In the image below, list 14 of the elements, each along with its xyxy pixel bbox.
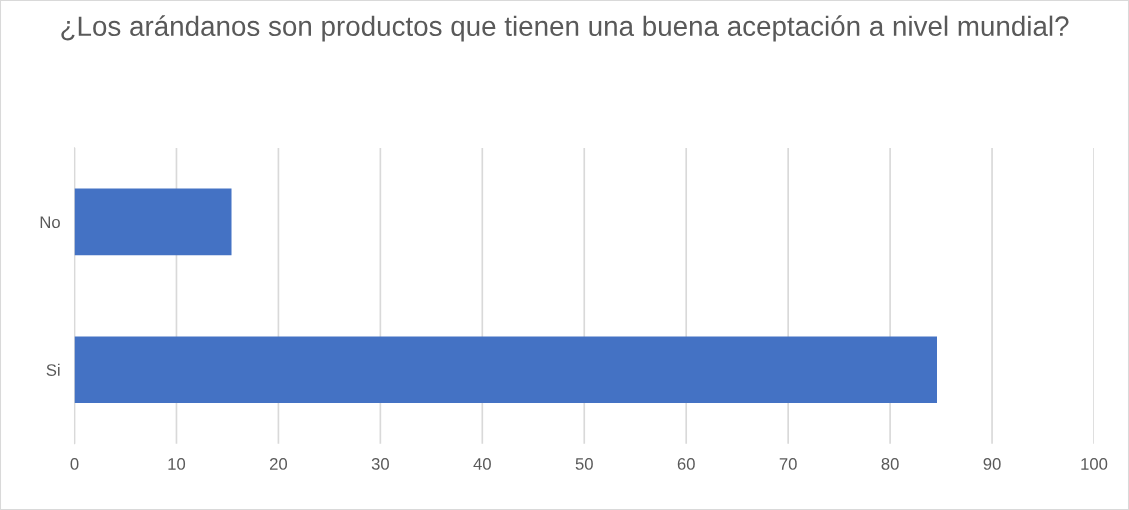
chart-title: ¿Los arándanos son productos que tienen una buena aceptación a nivel mundial?	[61, 15, 1069, 42]
x-tick-label: 60	[677, 458, 695, 470]
x-tick-label: 10	[168, 458, 186, 470]
x-tick-label: 0	[70, 458, 79, 470]
y-tick-label: No	[40, 216, 60, 229]
x-tick-label: 70	[779, 458, 797, 470]
x-tick-label: 90	[983, 458, 1001, 470]
x-tick-label: 80	[881, 458, 899, 470]
x-tick-label: 20	[269, 458, 288, 470]
x-tick-label: 50	[575, 458, 593, 470]
y-tick-label: Si	[46, 363, 60, 376]
x-tick-label: 30	[371, 458, 389, 470]
x-tick-label: 100	[1081, 458, 1108, 470]
x-tick-label: 40	[473, 458, 491, 470]
